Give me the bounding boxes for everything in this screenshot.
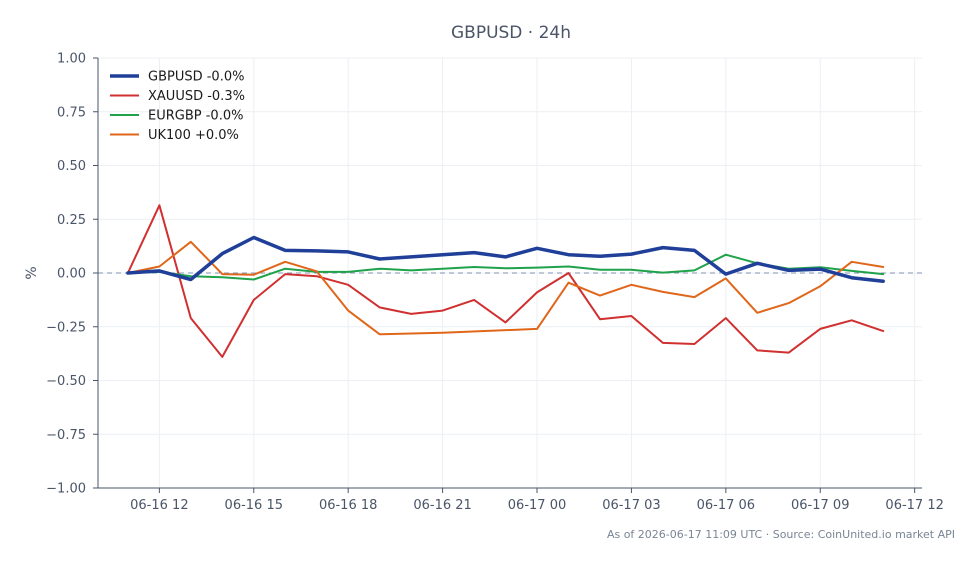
x-tick-label: 06-16 18 (319, 498, 377, 513)
y-tick-label: −0.25 (46, 320, 86, 335)
chart-title: GBPUSD · 24h (451, 23, 571, 43)
legend-label: XAUUSD -0.3% (148, 89, 245, 104)
x-tick-label: 06-17 06 (697, 498, 755, 513)
x-tick-label: 06-16 21 (413, 498, 471, 513)
y-axis-label: % (24, 266, 40, 279)
legend-label: UK100 +0.0% (148, 128, 239, 143)
y-tick-label: 0.75 (57, 105, 86, 120)
y-tick-label: 1.00 (57, 52, 86, 67)
x-tick-label: 06-17 00 (508, 498, 566, 513)
y-tick-label: 0.00 (57, 267, 86, 282)
source-note: As of 2026-06-17 11:09 UTC · Source: Coi… (607, 528, 955, 541)
legend: GBPUSD -0.0% XAUUSD -0.3% EURGBP -0.0% UK10… (110, 70, 245, 143)
y-tick-label: −1.00 (46, 482, 86, 497)
series-layer (126, 204, 885, 358)
axes-layer: 1.00 0.75 0.50 0.25 0.00 −0.25 −0.50 −0.75 −1.00… (46, 52, 944, 514)
x-tick-label: 06-16 12 (130, 498, 188, 513)
legend-label: GBPUSD -0.0% (148, 70, 244, 85)
x-tick-label: 06-16 15 (225, 498, 283, 513)
x-tick-label: 06-17 03 (602, 498, 660, 513)
series-line-gbpusd (126, 235, 885, 283)
x-tick-label: 06-17 09 (791, 498, 849, 513)
series-line-uk100 (126, 240, 885, 336)
legend-label: EURGBP -0.0% (148, 109, 243, 124)
series-line-xauusd (126, 204, 885, 358)
y-tick-label: 0.50 (57, 159, 86, 174)
x-tick-label: 06-17 12 (885, 498, 943, 513)
y-tick-label: −0.75 (46, 428, 86, 443)
y-tick-label: −0.50 (46, 374, 86, 389)
y-tick-label: 0.25 (57, 213, 86, 228)
